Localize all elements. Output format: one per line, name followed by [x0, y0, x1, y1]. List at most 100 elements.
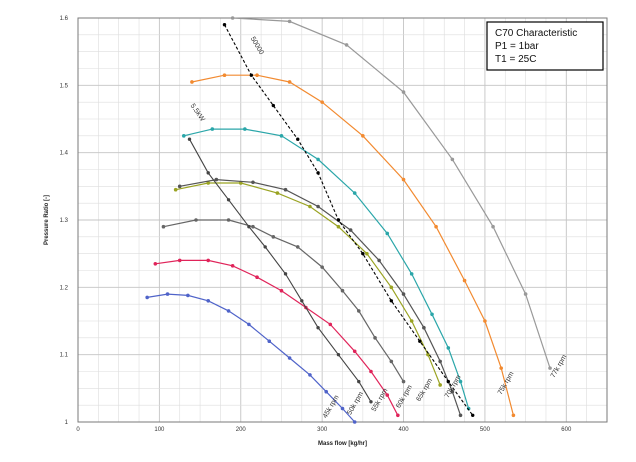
- series-point-3: [173, 187, 178, 192]
- y-tick-label: 1.1: [60, 353, 69, 359]
- series-point-1: [230, 263, 235, 268]
- y-tick-labels: 1 1.1 1.2 1.3 1.4 1.5 1.6: [60, 16, 69, 426]
- series-point-0: [352, 420, 357, 424]
- series-point-0: [247, 322, 251, 327]
- series-point-3: [426, 352, 430, 357]
- y-tick-label: 1.4: [60, 151, 69, 157]
- series-line-1: [155, 259, 399, 416]
- series-point-1: [206, 258, 211, 263]
- series-point-6: [511, 413, 516, 418]
- series-point-1: [385, 393, 390, 397]
- series-line-0: [147, 293, 356, 423]
- legend-rect: [486, 21, 604, 71]
- series-point-0: [186, 293, 190, 298]
- series-point-4: [438, 359, 442, 364]
- reference-layer: [187, 23, 475, 417]
- series-point-3: [308, 204, 312, 209]
- series-point-6: [401, 177, 406, 182]
- series-point-2: [295, 245, 300, 249]
- series-point-5: [385, 231, 390, 236]
- series-point-6: [255, 73, 259, 78]
- series-point-0: [226, 309, 231, 313]
- series-point-5: [210, 127, 215, 131]
- series-point-0: [287, 356, 292, 360]
- series-point-3: [275, 191, 280, 195]
- series-point-3: [238, 181, 243, 185]
- series-point-4: [177, 184, 182, 189]
- series-point-2: [251, 224, 255, 229]
- reference-point-0: [283, 272, 288, 276]
- grid-layer: [77, 17, 608, 423]
- series-point-7: [230, 16, 235, 20]
- series-line-5: [183, 128, 470, 409]
- x-axis-title: Mass flow [kg/hr]: [318, 441, 367, 447]
- reference-point-1: [471, 413, 475, 417]
- x-tick-label: 500: [480, 427, 491, 433]
- series-point-5: [466, 406, 471, 411]
- reference-point-0: [187, 137, 192, 141]
- series-point-1: [352, 349, 357, 354]
- series-point-6: [499, 366, 504, 370]
- reference-point-1: [361, 251, 365, 256]
- series-point-0: [267, 339, 272, 344]
- series-point-5: [446, 346, 451, 350]
- reference-point-1: [389, 299, 394, 303]
- series-point-7: [344, 43, 349, 47]
- series-line-7: [232, 17, 551, 369]
- x-tick-label: 400: [399, 427, 410, 433]
- series-point-5: [182, 134, 186, 138]
- x-tick-label: 200: [236, 427, 247, 433]
- y-tick-label: 1.3: [60, 218, 69, 224]
- series-point-2: [340, 288, 345, 293]
- series-point-2: [271, 235, 276, 239]
- series-point-4: [377, 258, 381, 263]
- series-point-5: [316, 157, 320, 162]
- series-point-1: [279, 288, 284, 293]
- y-tick-label: 1.6: [60, 16, 69, 22]
- reference-point-1: [296, 137, 300, 141]
- legend-box: C70 Characteristic P1 = 1bar T1 = 25C: [486, 21, 604, 71]
- series-point-0: [145, 295, 149, 300]
- series-point-5: [430, 312, 434, 317]
- series-point-3: [438, 383, 442, 387]
- reference-point-1: [446, 379, 450, 384]
- series-point-4: [316, 204, 320, 209]
- y-axis-title: Pressure Ratio [-]: [44, 195, 50, 245]
- series-point-7: [491, 224, 495, 229]
- series-point-2: [356, 309, 361, 313]
- series-point-3: [365, 251, 369, 256]
- series-point-6: [483, 319, 487, 323]
- legend-line-1: C70 Characteristic: [495, 28, 577, 39]
- reference-point-0: [263, 245, 267, 249]
- series-point-3: [206, 181, 211, 185]
- series-point-6: [190, 80, 194, 84]
- series-point-2: [161, 224, 166, 229]
- series-point-7: [548, 366, 552, 370]
- x-tick-label: 0: [76, 427, 80, 433]
- reference-point-0: [357, 379, 361, 384]
- series-point-6: [222, 73, 227, 78]
- reference-point-0: [247, 225, 251, 229]
- series-point-5: [409, 272, 414, 276]
- series-point-1: [328, 322, 333, 327]
- reference-point-1: [249, 73, 254, 77]
- x-tick-label: 100: [154, 427, 165, 433]
- reference-point-0: [336, 352, 341, 357]
- series-point-4: [458, 413, 463, 418]
- legend-line-2: P1 = 1bar: [495, 41, 539, 52]
- series-point-4: [214, 177, 219, 182]
- series-point-4: [283, 187, 288, 192]
- reference-point-0: [316, 326, 320, 330]
- reference-point-1: [336, 218, 341, 222]
- series-point-4: [348, 228, 353, 232]
- series-point-7: [450, 157, 455, 162]
- plot-frame: [77, 17, 608, 423]
- series-point-2: [320, 265, 324, 269]
- series-line-4: [179, 178, 462, 416]
- series-point-7: [523, 292, 528, 296]
- series-point-4: [422, 325, 426, 330]
- series-point-3: [409, 319, 414, 323]
- series-point-5: [279, 134, 284, 138]
